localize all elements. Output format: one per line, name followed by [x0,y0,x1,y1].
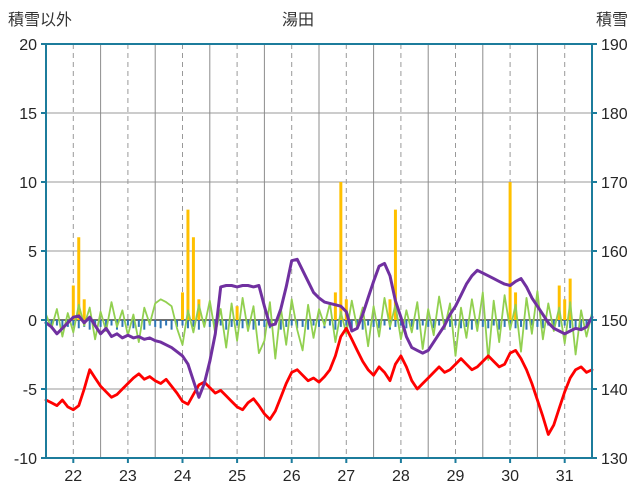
purple-line [44,257,594,399]
x-axis-tick-label: 28 [392,468,410,485]
red-line [44,326,594,436]
x-axis-tick-label: 29 [447,468,465,485]
x-axis-tick-label: 25 [228,468,246,485]
left-axis-tick-label: 5 [28,244,37,261]
x-axis-tick-label: 31 [556,468,574,485]
left-axis-tick-label: -10 [14,451,37,468]
x-axis-tick-label: 26 [283,468,301,485]
left-axis-tick-label: 10 [19,175,37,192]
right-axis-tick-label: 190 [601,37,628,54]
left-axis-title: 積雪以外 [8,12,73,29]
right-axis-tick-label: 150 [601,313,628,330]
x-axis-tick-label: 22 [64,468,82,485]
left-axis-tick-label: 15 [19,106,37,123]
x-axis-tick-label: 30 [501,468,519,485]
x-axis-tick-label: 27 [337,468,355,485]
green-line [45,290,593,361]
left-axis-tick-label: 0 [28,313,37,330]
left-axis-tick-label: -5 [23,382,37,399]
right-axis-tick-label: 130 [601,451,628,468]
left-axis-tick-label: 20 [19,37,37,54]
right-axis-title: 積雪 [595,12,628,29]
right-axis-tick-label: 140 [601,382,628,399]
right-axis-tick-label: 160 [601,244,628,261]
chart-title: 湯田 [281,12,314,29]
x-axis-tick-label: 23 [119,468,137,485]
right-axis-tick-label: 170 [601,175,628,192]
x-axis-tick-label: 24 [174,468,192,485]
right-axis-tick-label: 180 [601,106,628,123]
